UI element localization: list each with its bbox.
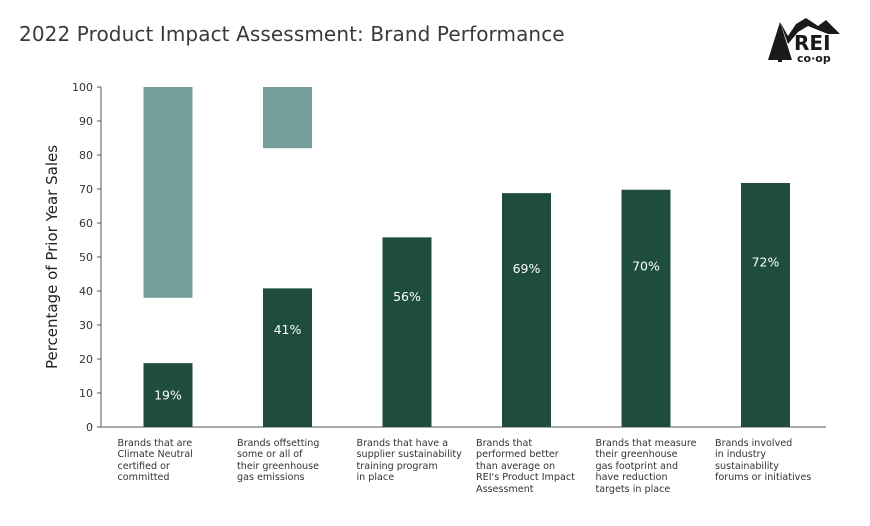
bar-data-label: 70% [632, 259, 660, 274]
y-tick-label: 50 [79, 251, 93, 264]
x-category-label: Brands that measure their greenhouse gas… [595, 438, 697, 495]
bar-value [263, 287, 312, 427]
rei-coop-logo: REI co·op [768, 18, 840, 65]
y-tick-label: 90 [79, 115, 93, 128]
y-tick-label: 10 [79, 387, 93, 400]
y-tick-label: 70 [79, 183, 93, 196]
bar-data-label: 41% [274, 322, 302, 337]
logo-text-coop: co·op [797, 52, 831, 65]
bar-value [382, 236, 432, 427]
bar-data-label: 69% [513, 261, 541, 276]
y-tick-label: 100 [72, 81, 93, 94]
bar-value [502, 192, 551, 427]
bar-value [621, 189, 671, 427]
x-category-label: Brands that have a supplier sustainabili… [356, 438, 462, 484]
y-axis-label: Percentage of Prior Year Sales [43, 145, 61, 369]
x-category-label: Brands that are Climate Neutral certifie… [117, 438, 193, 484]
mountain-tree-icon [768, 18, 840, 62]
chart-title: 2022 Product Impact Assessment: Brand Pe… [19, 22, 565, 46]
bar-remainder [263, 87, 312, 149]
bar-value [741, 182, 790, 427]
y-tick-label: 30 [79, 319, 93, 332]
x-category-label: Brands involved in industry sustainabili… [715, 438, 812, 484]
y-tick-label: 60 [79, 217, 93, 230]
bar-data-label: 19% [154, 388, 182, 403]
bar-data-label: 56% [393, 289, 421, 304]
bar-remainder [143, 87, 193, 298]
y-tick-label: 0 [86, 421, 93, 434]
y-tick-label: 40 [79, 285, 93, 298]
x-category-label: Brands that performed better than averag… [476, 438, 575, 495]
logo-text-rei: REI [794, 31, 831, 55]
x-category-label: Brands offsetting some or all of their g… [237, 438, 320, 484]
y-tick-label: 80 [79, 149, 93, 162]
y-tick-label: 20 [79, 353, 93, 366]
bar-data-label: 72% [752, 254, 780, 269]
bar-value [143, 362, 193, 427]
